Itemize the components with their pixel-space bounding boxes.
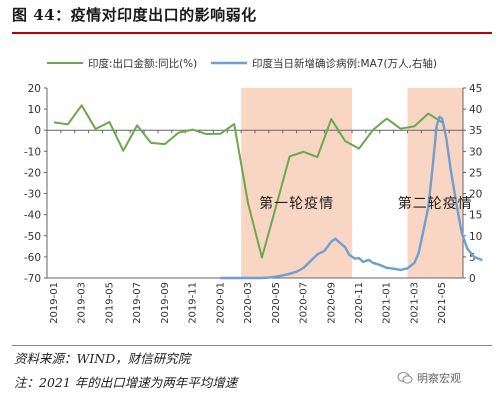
x-axis-tick-label: 2020-07 [299, 282, 310, 324]
x-axis-tick-label: 2021-05 [437, 282, 448, 324]
x-axis-tick-label: 2021-01 [382, 282, 393, 324]
x-axis-tick-label: 2019-05 [104, 282, 115, 324]
legend-label-export: 印度:出口金额:同比(%) [88, 57, 197, 70]
x-axis-tick-label: 2020-09 [326, 282, 337, 324]
shaded-region-1 [241, 88, 353, 278]
left-axis-tick-label: 0 [34, 125, 41, 137]
left-axis-tick-label: -60 [24, 252, 41, 264]
right-axis-tick-label: 10 [469, 231, 482, 243]
x-axis-tick-label: 2019-11 [188, 282, 199, 324]
right-axis-tick-label: 15 [469, 210, 482, 222]
x-axis-tick-label: 2019-03 [77, 282, 88, 324]
shaded-region-label: 第二轮疫情 [398, 195, 473, 212]
watermark-text: 明察宏观 [417, 372, 461, 385]
footnote: 注：2021 年的出口增速为两年平均增速 [14, 375, 238, 390]
x-axis-tick-label: 2020-01 [215, 282, 226, 324]
left-axis-tick-label: -70 [24, 273, 41, 285]
shaded-region-label: 第一轮疫情 [259, 195, 334, 212]
bottom-rule [12, 345, 492, 346]
left-axis-tick-label: -50 [24, 231, 41, 243]
figure-title: 图 44：疫情对印度出口的影响弱化 [12, 6, 257, 24]
right-axis-tick-label: 30 [469, 146, 482, 158]
right-axis-tick-label: 35 [469, 125, 482, 137]
right-axis-tick-label: 25 [469, 167, 482, 179]
x-axis-tick-label: 2020-11 [354, 282, 365, 324]
left-axis-tick-label: -10 [24, 146, 41, 158]
left-axis-tick-label: -30 [24, 189, 41, 201]
series-line-new-cases [220, 115, 483, 280]
left-axis-tick-label: -20 [24, 167, 41, 179]
x-axis-tick-label: 2020-05 [271, 282, 282, 324]
watermark: 明察宏观 [397, 370, 461, 386]
title-rule [12, 32, 492, 34]
x-axis-tick-label: 2019-01 [49, 282, 60, 324]
shaded-region-2 [407, 88, 463, 278]
source-note: 资料来源：WIND，财信研究院 [14, 351, 191, 366]
x-axis-tick-label: 2021-03 [409, 282, 420, 324]
right-axis-tick-label: 40 [469, 104, 482, 116]
right-axis-tick-label: 0 [469, 273, 476, 285]
x-axis-tick-label: 2019-07 [132, 282, 143, 324]
left-axis-tick-label: -40 [24, 210, 41, 222]
right-axis-tick-label: 5 [469, 252, 476, 264]
legend-label-cases: 印度当日新增确诊病例:MA7(万人,右轴) [252, 57, 437, 70]
left-axis-tick-label: 10 [28, 104, 41, 116]
x-axis-tick-label: 2019-09 [160, 282, 171, 324]
right-axis-tick-label: 45 [469, 83, 482, 95]
x-axis-tick-label: 2020-03 [243, 282, 254, 324]
left-axis-tick-label: 20 [28, 83, 41, 95]
series-line-export-yoy [53, 104, 443, 259]
right-axis-tick-label: 20 [469, 189, 482, 201]
wechat-icon [397, 372, 413, 384]
chart: 20 10 0 -10 -20 -30 -40 -50 -60 -70 45 40 35 30 25 20 15… [24, 57, 483, 324]
